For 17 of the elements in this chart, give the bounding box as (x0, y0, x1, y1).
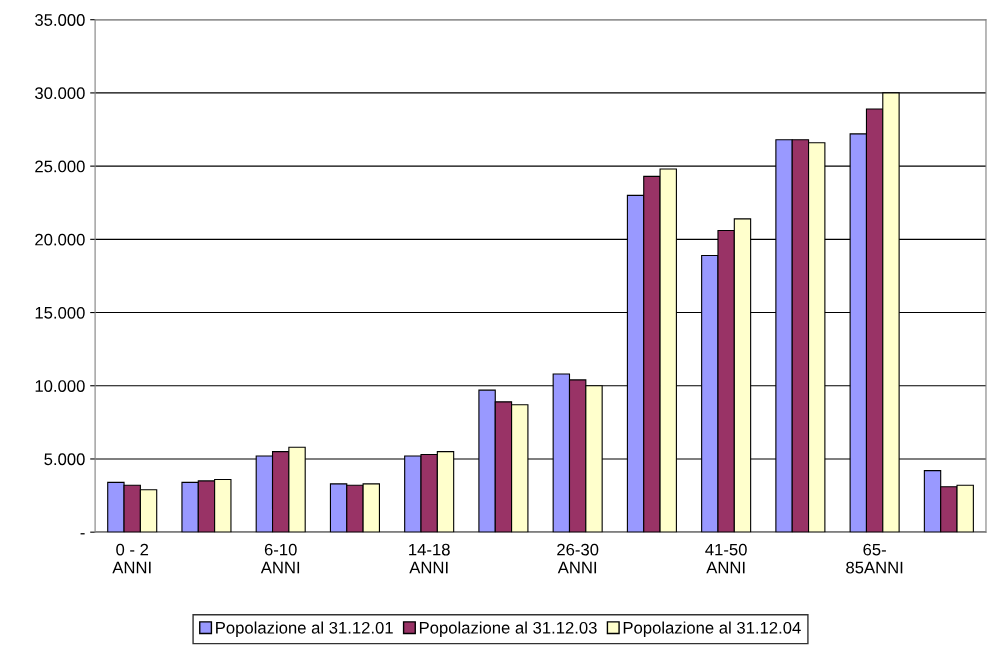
x-tick-label: 41-50 ANNI (705, 543, 747, 574)
y-tick-label: 20.000 (35, 233, 85, 246)
x-tick-label: 0 - 2 ANNI (112, 543, 151, 574)
y-tick-label: 35.000 (35, 14, 85, 26)
x-tick-label: 26-30 ANNI (557, 543, 599, 574)
legend-label: Popolazione al 31.12.03 (419, 621, 597, 637)
y-tick-label: 30.000 (35, 87, 85, 100)
y-tick-label: 5.000 (44, 453, 85, 466)
legend-label: Popolazione al 31.12.01 (216, 621, 393, 637)
y-tick-label: 25.000 (35, 160, 85, 173)
x-tick-label: 6-10 ANNI (260, 543, 300, 574)
x-tick-label: 65- 85ANNI (846, 543, 903, 574)
legend-label: Popolazione al 31.12.04 (623, 621, 801, 637)
y-tick-label: 15.000 (35, 306, 85, 319)
y-tick-label: - (80, 533, 85, 535)
y-tick-label: 10.000 (35, 380, 85, 392)
x-tick-label: 14-18 ANNI (409, 543, 450, 574)
